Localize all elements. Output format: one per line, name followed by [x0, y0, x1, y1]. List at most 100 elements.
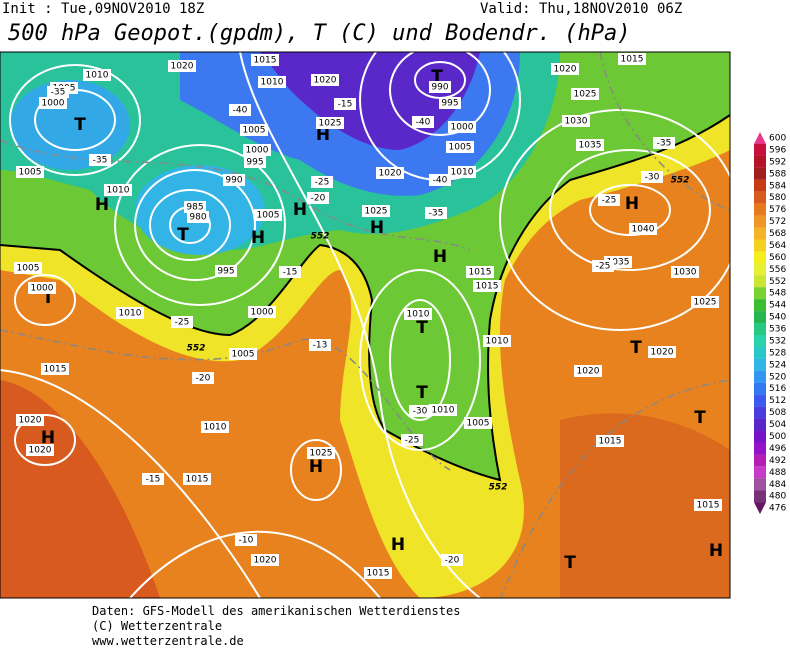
- isobar-label-bg: [26, 444, 54, 456]
- warm-region: [560, 413, 730, 598]
- legend-swatch: [754, 490, 766, 503]
- legend-label: 528: [769, 348, 786, 358]
- isobar-label: 1020: [254, 556, 277, 566]
- isobar-label-bg: [648, 346, 676, 358]
- legend-label: 540: [769, 313, 786, 323]
- isobar-label-bg: [116, 307, 144, 319]
- isobar-label: 1010: [407, 310, 430, 320]
- init-time: Init : Tue,09NOV2010 18Z: [2, 1, 204, 17]
- isobar-label-bg: [39, 97, 67, 109]
- temperature-label-bg: [401, 434, 423, 446]
- isobar-label: 1015: [599, 437, 622, 447]
- temperature-label-bg: [142, 473, 164, 485]
- pressure-center: H: [370, 218, 384, 238]
- legend-swatch: [754, 263, 766, 276]
- legend-label: 572: [769, 217, 786, 227]
- footer: Daten: GFS-Modell des amerikanischen Wet…: [92, 604, 460, 648]
- temperature-label-bg: [334, 98, 356, 110]
- temperature-label: -40: [233, 106, 248, 116]
- isobar-label-bg: [187, 211, 209, 223]
- isobar-label-bg: [248, 306, 276, 318]
- legend-swatch: [754, 155, 766, 168]
- temperature-label-bg: [89, 154, 111, 166]
- isobar-label: 1015: [367, 569, 390, 579]
- isobar-label: 980: [189, 213, 206, 223]
- legend-swatch: [754, 287, 766, 300]
- temperature-label: -30: [413, 407, 428, 417]
- isobar-label: 1020: [577, 367, 600, 377]
- legend-label: 520: [769, 372, 786, 382]
- legend-label: 568: [769, 229, 786, 239]
- legend-label: 500: [769, 432, 786, 442]
- isobar-label-bg: [448, 121, 476, 133]
- temperature-label: -30: [645, 173, 660, 183]
- isobar-label-bg: [571, 88, 599, 100]
- legend-label: 596: [769, 145, 786, 155]
- legend-swatch: [754, 370, 766, 383]
- isobar-label: 1005: [243, 126, 266, 136]
- pressure-center: H: [293, 200, 307, 220]
- isobar-label-bg: [168, 60, 196, 72]
- isobar-label: 995: [246, 158, 263, 168]
- temperature-label: -40: [433, 176, 448, 186]
- isobar-label: 1000: [42, 99, 65, 109]
- isobar-label: 1015: [476, 282, 499, 292]
- isobar-label: 1000: [451, 123, 474, 133]
- legend-swatch: [754, 346, 766, 359]
- temperature-label-bg: [412, 116, 434, 128]
- isobar-label-bg: [464, 417, 492, 429]
- isobar-label-bg: [376, 167, 404, 179]
- isobar-label-bg: [16, 166, 44, 178]
- isobar-label-bg: [316, 117, 344, 129]
- legend-swatch: [754, 132, 766, 144]
- isobar-label-bg: [83, 69, 111, 81]
- legend-label: 484: [769, 480, 786, 490]
- isobar-label-bg: [223, 174, 245, 186]
- pressure-center: T: [564, 553, 576, 573]
- temperature-label: -15: [338, 100, 353, 110]
- isobar-label: 1015: [254, 56, 277, 66]
- temperature-label: -25: [315, 178, 330, 188]
- geopotential-label: 552: [489, 483, 508, 493]
- isobar-label: 1015: [44, 365, 67, 375]
- isobar-label-bg: [466, 266, 494, 278]
- isobar-label-bg: [671, 266, 699, 278]
- isobar-label: 1020: [651, 348, 674, 358]
- isobar-label-bg: [14, 262, 42, 274]
- temperature-label: -40: [416, 118, 431, 128]
- legend-swatch: [754, 442, 766, 455]
- isobar-label: 1015: [697, 501, 720, 511]
- legend-label: 592: [769, 157, 786, 167]
- warm-region: [0, 380, 160, 598]
- temperature-label-bg: [47, 86, 69, 98]
- isobar-label-bg: [244, 156, 266, 168]
- legend-swatch: [754, 299, 766, 312]
- isobar-label-bg: [243, 144, 271, 156]
- isobar-label-bg: [258, 76, 286, 88]
- isobar-label-bg: [184, 201, 206, 213]
- legend-label: 508: [769, 408, 786, 418]
- temperature-label: -15: [146, 475, 161, 485]
- temperature-label: -35: [429, 209, 444, 219]
- isotherms: [0, 52, 730, 598]
- isobar-label-bg: [251, 54, 279, 66]
- isobar-label: 1020: [554, 65, 577, 75]
- legend-swatch: [754, 275, 766, 288]
- temperature-label: -35: [657, 139, 672, 149]
- isobar-label-bg: [691, 296, 719, 308]
- legend-swatch: [754, 382, 766, 395]
- isobar-label: 1025: [365, 207, 388, 217]
- footer-line: Daten: GFS-Modell des amerikanischen Wet…: [92, 604, 460, 618]
- temperature-label-bg: [307, 192, 329, 204]
- legend-label: 524: [769, 360, 786, 370]
- pressure-center: T: [177, 225, 189, 245]
- temperature-label: -20: [196, 374, 211, 384]
- isobar-label: 1005: [467, 419, 490, 429]
- footer-line: www.wetterzentrale.de: [92, 634, 244, 648]
- isobar-label-bg: [28, 282, 56, 294]
- isobar-label: 1020: [314, 76, 337, 86]
- isobar-label: 1005: [257, 211, 280, 221]
- temperature-label-bg: [592, 260, 614, 272]
